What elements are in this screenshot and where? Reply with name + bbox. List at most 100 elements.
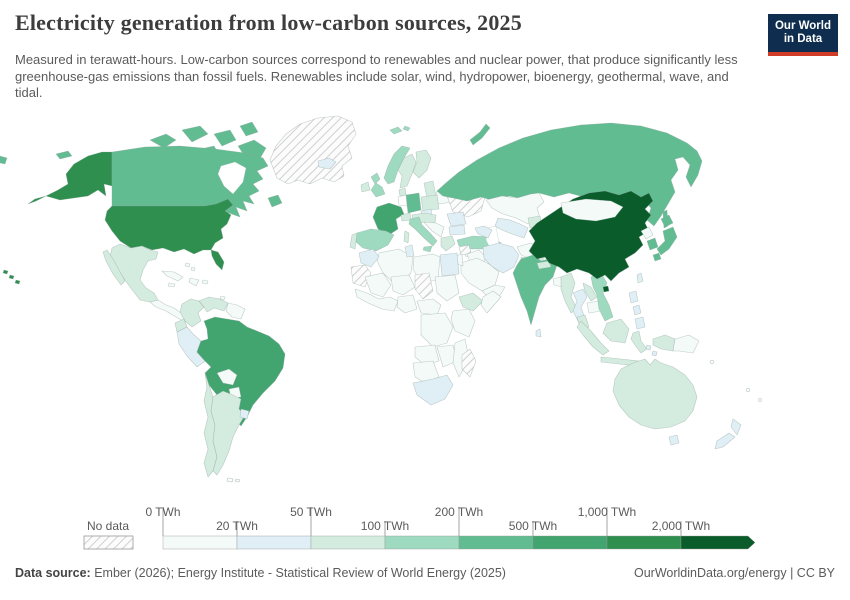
country-australia[interactable] [612,358,698,430]
country-benelux[interactable] [397,194,408,207]
country-bangladesh[interactable] [552,276,563,288]
country-balkans[interactable] [423,221,445,238]
country-mongolia[interactable] [560,198,624,222]
country-japan-hokkaido[interactable] [660,214,674,228]
country-cuba[interactable] [161,270,184,282]
country-mexico-baja[interactable] [102,249,126,286]
country-canada-newfoundland[interactable] [267,194,283,208]
pacific-island-3 [758,398,762,402]
country-taiwan[interactable] [636,272,644,284]
country-kazakhstan[interactable] [485,192,545,225]
country-nigeria[interactable] [396,294,418,314]
country-egypt[interactable] [439,252,460,277]
country-mali[interactable] [364,272,392,298]
country-italy-sicily[interactable] [422,245,433,253]
country-jamaica[interactable] [167,282,176,288]
country-sri-lanka[interactable] [535,328,542,338]
country-romania[interactable] [446,211,467,227]
country-russia-novaya-zemlya[interactable] [469,123,491,146]
country-vietnam[interactable] [590,272,614,322]
country-laos[interactable] [582,282,598,302]
country-canada-island3[interactable] [213,129,237,147]
country-bolivia[interactable] [216,368,238,386]
country-norway[interactable] [383,145,411,185]
country-somalia[interactable] [480,290,502,314]
country-china[interactable] [528,190,654,282]
country-argentina[interactable] [210,390,246,476]
country-corsica-sardinia[interactable] [403,230,410,244]
footer-link[interactable]: OurWorldinData.org/energy | CC BY [633,566,835,580]
country-greece[interactable] [440,235,456,252]
country-mexico[interactable] [109,243,159,303]
country-iceland[interactable] [317,157,337,170]
country-nz-north[interactable] [730,418,742,436]
country-japan-kyushu[interactable] [652,252,662,262]
country-uk[interactable] [370,172,386,198]
country-guyanas[interactable] [225,302,246,320]
country-iran[interactable] [482,242,520,274]
country-south-africa[interactable] [412,374,454,406]
country-sweden[interactable] [397,153,417,189]
country-venezuela[interactable] [198,296,229,313]
country-poland[interactable] [420,194,440,212]
country-usa-hawaii[interactable] [2,269,21,285]
country-west-africa[interactable] [354,288,399,312]
country-indonesia-sulawesi[interactable] [630,330,648,354]
map-legend[interactable]: No data 0 TWh 20 TWh 50 TWh 100 TWh 200 TWh 50… [83,505,756,550]
country-uruguay[interactable] [239,408,250,420]
country-madagascar[interactable] [461,348,477,378]
country-ireland[interactable] [360,181,371,193]
country-finland[interactable] [412,149,432,179]
country-china-hainan[interactable] [602,285,610,293]
owid-logo[interactable]: Our World in Data [768,14,838,56]
country-drc[interactable] [420,312,454,348]
country-usa[interactable] [104,198,234,255]
country-chad[interactable] [414,272,434,300]
country-bulgaria[interactable] [448,224,466,236]
country-png[interactable] [672,334,700,354]
country-indonesia-papua[interactable] [652,334,676,352]
country-south-korea[interactable] [646,237,659,251]
country-usa-florida[interactable] [210,249,225,271]
country-svalbard[interactable] [389,125,411,135]
country-usa-aleutians[interactable] [27,195,47,205]
country-indonesia-sumatra[interactable] [576,320,610,356]
country-greenland[interactable] [269,115,357,185]
country-japan-honshu[interactable] [656,226,678,256]
country-spain[interactable] [354,228,395,252]
country-maluku[interactable] [645,344,658,357]
country-tunisia[interactable] [404,244,415,258]
country-kenya-tanzania[interactable] [450,308,476,338]
country-north-korea[interactable] [640,226,654,240]
country-russia-chukotka-sliver[interactable] [0,155,8,165]
country-bahamas[interactable] [184,262,196,272]
country-brazil[interactable] [196,316,286,427]
country-denmark[interactable] [398,187,407,197]
country-germany[interactable] [405,192,422,214]
country-colombia[interactable] [179,298,205,328]
country-ethiopia[interactable] [458,292,484,312]
country-india[interactable] [512,254,558,326]
country-niger[interactable] [390,274,416,296]
country-nz-south[interactable] [714,432,736,450]
country-hispaniola[interactable] [188,277,200,287]
country-usa-alaska[interactable] [45,151,113,201]
country-puerto-rico[interactable] [201,279,209,285]
country-france[interactable] [372,202,405,236]
country-caucasus[interactable] [474,225,493,239]
country-philippines[interactable] [628,290,646,330]
country-sudan[interactable] [434,274,460,302]
country-nepal[interactable] [536,260,552,270]
country-tasmania[interactable] [668,434,680,446]
country-uzbek-turkmen[interactable] [494,217,529,239]
country-canada-island1[interactable] [149,133,177,149]
country-canada-island2[interactable] [181,125,209,143]
country-russia-wrangel[interactable] [55,150,73,160]
country-canada-island4[interactable] [239,121,259,137]
country-morocco[interactable] [358,248,380,268]
country-trinidad[interactable] [219,295,226,301]
country-indonesia-borneo[interactable] [602,318,630,344]
country-portugal[interactable] [349,232,358,250]
country-cameroon-car[interactable] [416,298,442,316]
country-italy[interactable] [408,216,438,247]
